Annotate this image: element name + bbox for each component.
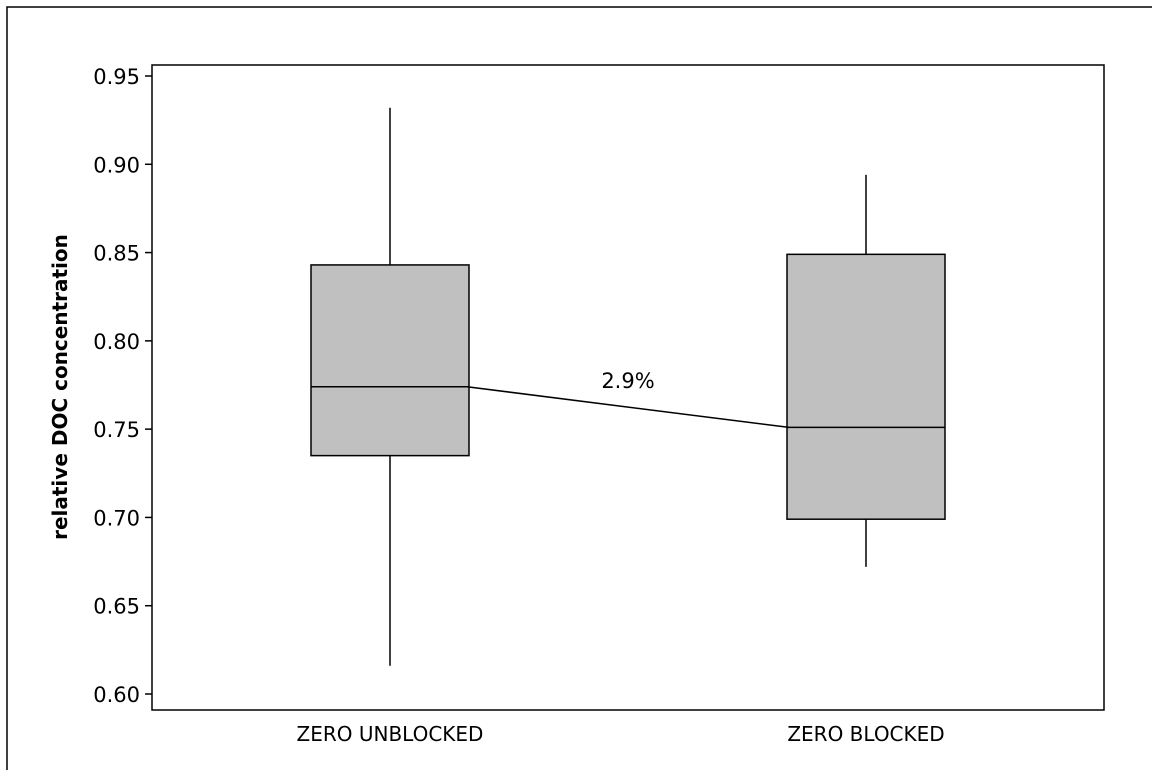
y-tick-label: 0.65 xyxy=(93,595,140,619)
y-tick-label: 0.60 xyxy=(93,683,140,707)
plot-area-frame xyxy=(151,64,1105,711)
y-tick-label: 0.85 xyxy=(93,242,140,266)
x-category-label: ZERO UNBLOCKED xyxy=(297,722,484,746)
boxplot-1 xyxy=(310,107,470,666)
y-tick-label: 0.80 xyxy=(93,330,140,354)
chart-outer-frame xyxy=(6,6,1152,770)
y-tick-label: 0.90 xyxy=(93,153,140,177)
median-connector-line xyxy=(466,386,790,429)
x-axis-labels: ZERO UNBLOCKED ZERO BLOCKED xyxy=(297,722,945,746)
difference-annotation: 2.9% xyxy=(601,369,654,393)
y-tick-label: 0.95 xyxy=(93,65,140,89)
boxplots: 2.9% xyxy=(310,107,946,666)
x-category-label: ZERO BLOCKED xyxy=(787,722,944,746)
interquartile-box xyxy=(310,264,470,457)
y-axis-ticks: 0.60 0.65 0.70 0.75 0.80 0.85 0.90 0.95 xyxy=(93,65,152,707)
y-axis-label: relative DOC concentration xyxy=(48,234,72,540)
y-tick-label: 0.70 xyxy=(93,506,140,530)
boxplot-2 xyxy=(786,174,946,567)
y-tick-label: 0.75 xyxy=(93,418,140,442)
interquartile-box xyxy=(786,253,946,520)
